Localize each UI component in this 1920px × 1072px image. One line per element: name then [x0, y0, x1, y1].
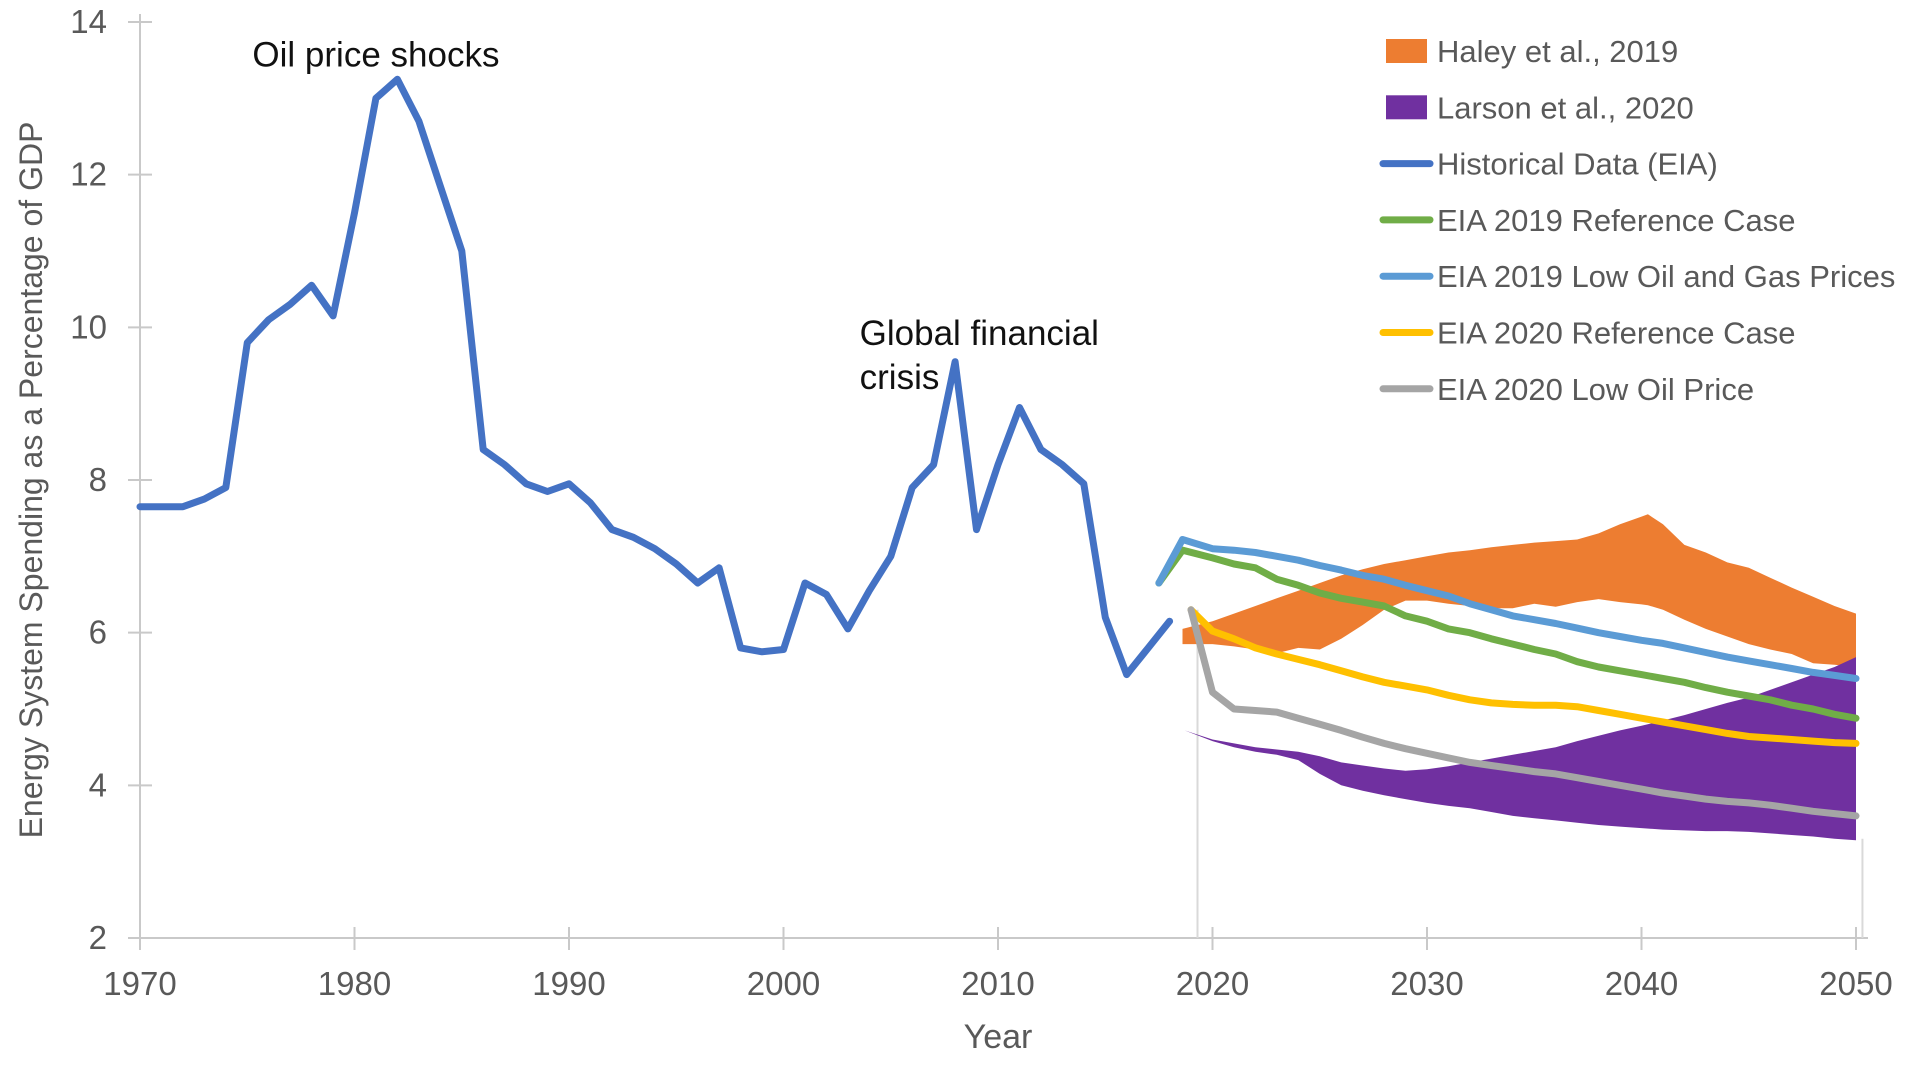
annotation-global-financial-crisis: Global financial	[860, 314, 1099, 353]
y-tick-label-12: 12	[70, 156, 107, 193]
line-eia-2020-reference	[1187, 606, 1860, 747]
x-axis-title: Year	[964, 1018, 1033, 1056]
y-tick-label-6: 6	[89, 614, 107, 651]
legend-swatch-haley-2019	[1386, 39, 1427, 63]
y-tick-label-10: 10	[70, 308, 107, 345]
line-eia-2019-reference	[1155, 546, 1860, 722]
line-eia-2019-low-oil-gas	[1155, 536, 1860, 682]
legend-label-larson-2020: Larson et al., 2020	[1437, 90, 1694, 125]
x-tick-label-2030: 2030	[1390, 965, 1463, 1002]
band-haley-2019	[1182, 514, 1856, 667]
annotation-global-financial-crisis: crisis	[860, 358, 940, 397]
x-tick-label-2050: 2050	[1819, 965, 1892, 1002]
x-tick-label-1990: 1990	[532, 965, 605, 1002]
legend-label-haley-2019: Haley et al., 2019	[1437, 34, 1678, 69]
x-tick-label-2010: 2010	[961, 965, 1034, 1002]
x-tick-label-2020: 2020	[1176, 965, 1249, 1002]
x-tick-label-1980: 1980	[318, 965, 391, 1002]
y-tick-label-4: 4	[89, 766, 107, 803]
legend-label-eia-2019-low-oil-gas: EIA 2019 Low Oil and Gas Prices	[1437, 259, 1895, 294]
y-tick-label-14: 14	[70, 3, 107, 40]
annotation-oil-price-shocks: Oil price shocks	[252, 35, 499, 74]
legend-label-eia-2020-reference: EIA 2020 Reference Case	[1437, 316, 1795, 351]
x-tick-label-1970: 1970	[103, 965, 176, 1002]
line-historical	[136, 75, 1174, 679]
y-axis-title: Energy System Spending as a Percentage o…	[13, 122, 49, 839]
x-tick-label-2040: 2040	[1605, 965, 1678, 1002]
legend-label-eia-2019-reference: EIA 2019 Reference Case	[1437, 203, 1795, 238]
x-tick-label-2000: 2000	[747, 965, 820, 1002]
legend-label-eia-2020-low-oil: EIA 2020 Low Oil Price	[1437, 372, 1754, 407]
line-eia-2020-low-oil	[1187, 606, 1860, 820]
legend-label-historical: Historical Data (EIA)	[1437, 147, 1718, 182]
legend-swatch-larson-2020	[1386, 95, 1427, 120]
y-tick-label-8: 8	[89, 461, 107, 498]
y-tick-label-2: 2	[89, 919, 107, 956]
band-larson-2020	[1184, 657, 1856, 841]
